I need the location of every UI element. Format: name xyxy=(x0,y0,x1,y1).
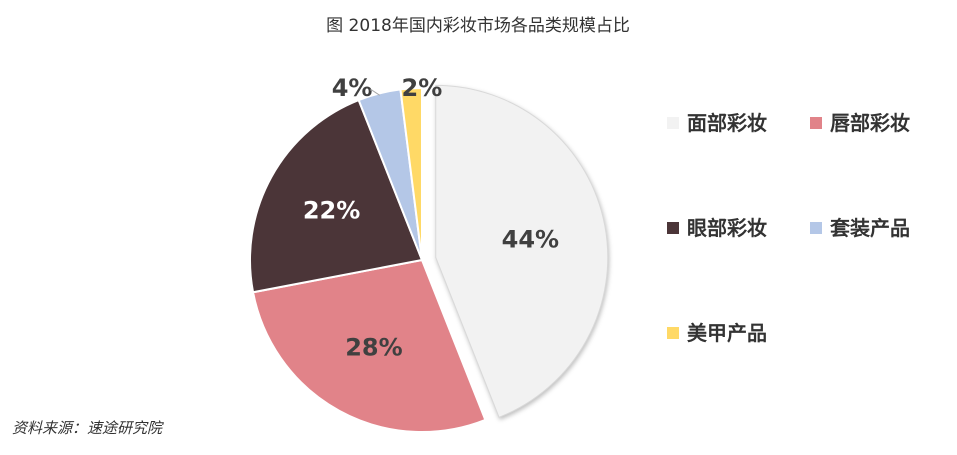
pie-slices xyxy=(249,84,609,433)
legend-swatch-面部彩妆 xyxy=(667,117,679,129)
pie-slice-美甲产品 xyxy=(399,86,423,261)
legend-item-唇部彩妆: 唇部彩妆 xyxy=(810,111,910,135)
pie-label-唇部彩妆: 28% xyxy=(345,333,402,361)
legend-label-面部彩妆: 面部彩妆 xyxy=(687,111,767,135)
legend-label-唇部彩妆: 唇部彩妆 xyxy=(830,111,910,135)
source-note: 资料来源：速途研究院 xyxy=(12,419,164,437)
pie-label-套装产品: 4% xyxy=(332,74,373,102)
legend-swatch-美甲产品 xyxy=(667,327,679,339)
legend-item-美甲产品: 美甲产品 xyxy=(667,321,767,345)
legend-swatch-眼部彩妆 xyxy=(667,222,679,234)
legend-label-套装产品: 套装产品 xyxy=(830,216,910,240)
pie-slice-唇部彩妆 xyxy=(251,258,487,433)
pie-slice-眼部彩妆 xyxy=(249,98,424,294)
pie-label-美甲产品: 2% xyxy=(402,74,443,102)
legend-swatch-套装产品 xyxy=(810,222,822,234)
legend-item-套装产品: 套装产品 xyxy=(810,216,910,240)
legend-label-美甲产品: 美甲产品 xyxy=(687,321,767,345)
legend-item-眼部彩妆: 眼部彩妆 xyxy=(667,216,767,240)
pie-label-面部彩妆: 44% xyxy=(502,225,559,253)
legend-item-面部彩妆: 面部彩妆 xyxy=(667,111,767,135)
legend-swatch-唇部彩妆 xyxy=(810,117,822,129)
chart-title: 图 2018年国内彩妆市场各品类规模占比 xyxy=(326,16,630,36)
pie-labels: 44% 28% 22% 4% 2% xyxy=(303,74,559,361)
pie-slice-面部彩妆 xyxy=(435,84,609,418)
leader-line-套装产品 xyxy=(370,89,381,96)
pie-label-眼部彩妆: 22% xyxy=(303,196,360,224)
legend-label-眼部彩妆: 眼部彩妆 xyxy=(687,216,767,240)
